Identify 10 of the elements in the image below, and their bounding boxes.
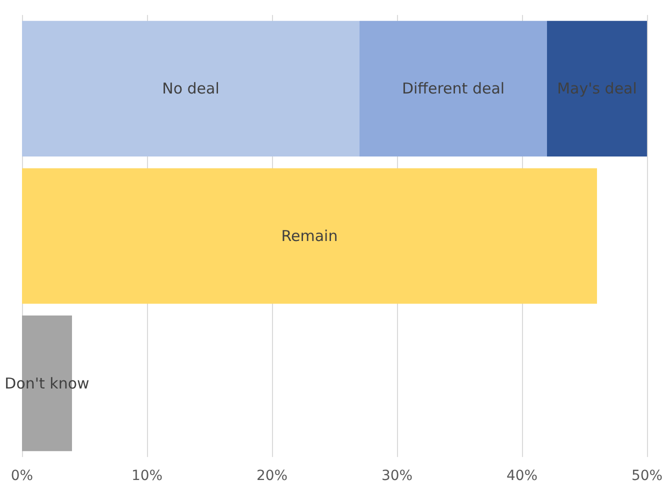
series-label: No deal xyxy=(162,80,220,98)
series-label: May's deal xyxy=(557,80,637,98)
series-label: Remain xyxy=(281,227,338,245)
x-tick-label: 10% xyxy=(131,468,163,484)
x-tick-label: 20% xyxy=(256,468,288,484)
series-label: Different deal xyxy=(402,80,505,98)
x-tick-label: 50% xyxy=(631,468,663,484)
x-tick-label: 30% xyxy=(381,468,413,484)
x-tick-label: 0% xyxy=(10,468,34,484)
x-tick-label: 40% xyxy=(506,468,538,484)
